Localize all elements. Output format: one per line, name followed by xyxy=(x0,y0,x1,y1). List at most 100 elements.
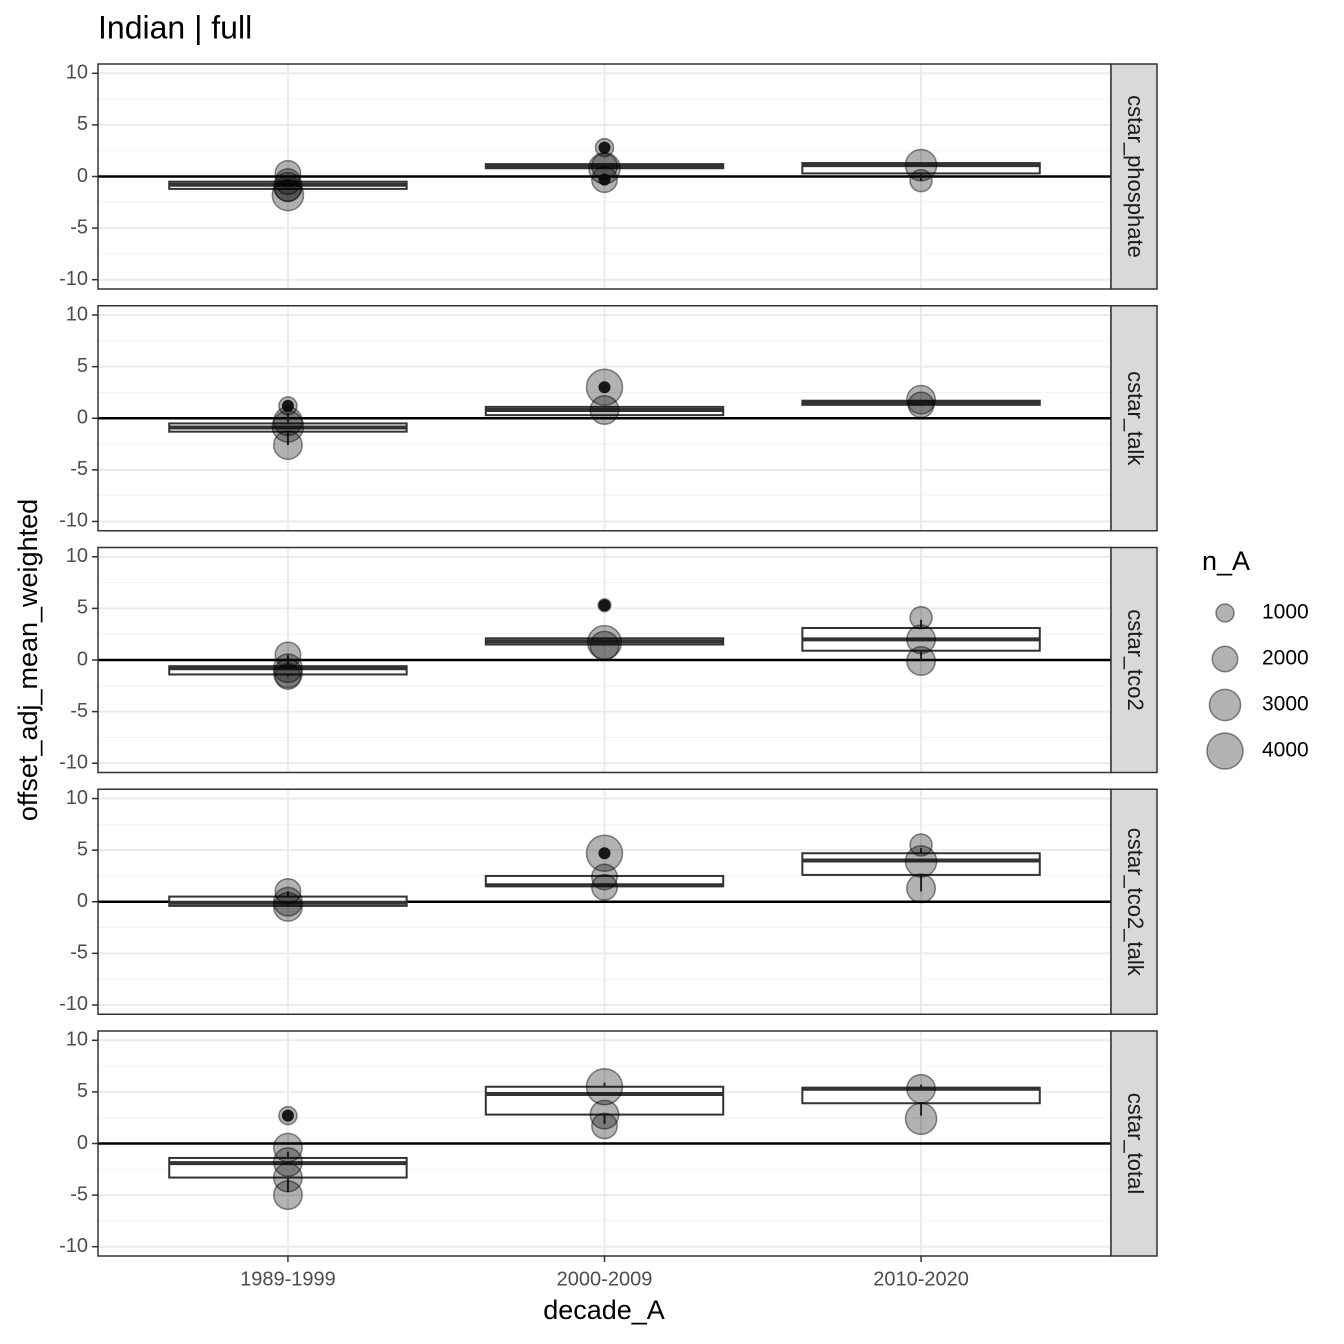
strip xyxy=(1110,305,1158,532)
legend-label: 1000 xyxy=(1262,601,1309,624)
point xyxy=(591,152,618,180)
legend-label: 3000 xyxy=(1262,693,1309,716)
point xyxy=(909,833,933,857)
point xyxy=(906,624,937,655)
point xyxy=(904,1102,938,1136)
y-axis-label: offset_adj_mean_weighted xyxy=(13,499,43,821)
strip-label: cstar_total xyxy=(1123,1093,1148,1195)
point xyxy=(272,1147,303,1178)
y-tick-label: 0 xyxy=(77,890,88,912)
strip-label: cstar_talk xyxy=(1123,371,1148,466)
point xyxy=(907,391,935,419)
y-tick-label: -10 xyxy=(59,993,88,1015)
y-tick-label: 0 xyxy=(77,165,88,187)
y-tick-label: 5 xyxy=(77,113,88,135)
outlier xyxy=(598,847,611,860)
point xyxy=(274,641,302,669)
x-tick-label: 2010-2020 xyxy=(873,1268,969,1290)
y-tick-label: 5 xyxy=(77,838,88,860)
y-tick-label: 10 xyxy=(66,62,88,84)
point xyxy=(274,168,302,196)
point xyxy=(586,624,623,661)
y-tick-label: 5 xyxy=(77,1080,88,1102)
point xyxy=(591,166,618,194)
point xyxy=(906,646,937,677)
y-tick-label: -5 xyxy=(70,1183,88,1205)
y-tick-label: 10 xyxy=(66,545,88,567)
point xyxy=(585,368,624,407)
point xyxy=(594,137,615,158)
y-tick-label: -10 xyxy=(59,510,88,532)
point xyxy=(589,395,620,425)
strip xyxy=(1110,788,1158,1015)
x-tick-label: 1989-1999 xyxy=(240,1268,336,1290)
y-tick-label: -5 xyxy=(70,700,88,722)
point xyxy=(274,159,302,187)
point xyxy=(906,384,937,415)
point xyxy=(272,171,303,202)
y-tick-label: 0 xyxy=(77,1132,88,1154)
box xyxy=(801,162,1041,175)
y-tick-label: 10 xyxy=(66,1029,88,1051)
strip-label: cstar_tco2_talk xyxy=(1123,828,1148,977)
x-tick-label: 2000-2009 xyxy=(557,1268,653,1290)
point xyxy=(271,178,305,212)
y-tick-label: 10 xyxy=(66,303,88,325)
outlier xyxy=(598,141,611,154)
point xyxy=(272,658,303,689)
outlier xyxy=(598,173,611,186)
point xyxy=(272,886,303,917)
y-tick-label: -10 xyxy=(59,751,88,773)
point xyxy=(904,845,938,878)
point xyxy=(274,663,302,690)
point xyxy=(272,1180,303,1211)
y-tick-label: -5 xyxy=(70,942,88,964)
point xyxy=(278,1105,298,1126)
box xyxy=(484,1085,725,1116)
point xyxy=(272,653,303,684)
point xyxy=(589,1099,620,1130)
point xyxy=(272,430,303,461)
outlier xyxy=(598,381,611,394)
outlier xyxy=(281,399,294,412)
point xyxy=(272,1132,303,1163)
y-tick-label: 0 xyxy=(77,407,88,429)
point xyxy=(589,630,620,661)
point xyxy=(274,175,302,203)
strip xyxy=(1110,63,1158,290)
legend-label: 4000 xyxy=(1262,739,1309,762)
point xyxy=(585,1067,624,1106)
point xyxy=(272,1162,303,1193)
point xyxy=(591,863,618,891)
legend-key xyxy=(1215,603,1235,623)
point xyxy=(909,605,933,630)
point xyxy=(585,834,624,872)
point xyxy=(272,891,303,922)
y-tick-label: -5 xyxy=(70,458,88,480)
point xyxy=(272,406,303,437)
strip-label: cstar_phosphate xyxy=(1123,95,1148,258)
point xyxy=(597,598,612,613)
legend-key xyxy=(1211,645,1239,673)
y-tick-label: 5 xyxy=(77,355,88,377)
point xyxy=(906,1073,937,1104)
point xyxy=(909,168,933,193)
outlier xyxy=(598,599,611,612)
y-tick-label: -10 xyxy=(59,1235,88,1257)
point xyxy=(591,1112,618,1140)
x-axis-label: decade_A xyxy=(543,1295,665,1325)
y-tick-label: -5 xyxy=(70,216,88,238)
point xyxy=(271,410,305,443)
point xyxy=(588,151,621,185)
point xyxy=(278,396,298,416)
strip-label: cstar_tco2 xyxy=(1123,609,1148,711)
legend-key xyxy=(1208,688,1242,722)
y-tick-label: -10 xyxy=(59,268,88,290)
point xyxy=(906,873,937,904)
y-tick-label: 5 xyxy=(77,597,88,619)
chart-title: Indian | full xyxy=(98,9,252,45)
legend-label: 2000 xyxy=(1262,647,1309,670)
box xyxy=(168,665,408,676)
y-tick-label: 10 xyxy=(66,787,88,809)
